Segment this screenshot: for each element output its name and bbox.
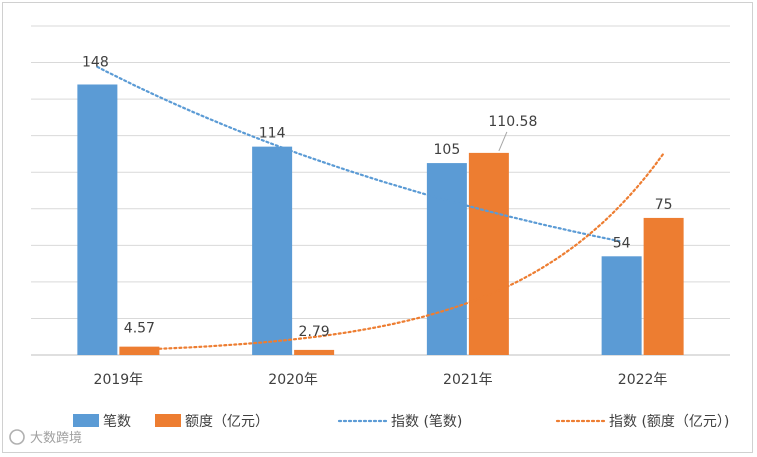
leader-line <box>498 131 508 152</box>
legend-label: 指数 (额度（亿元）) <box>609 414 729 430</box>
data-labels: 148 114 105 54 4.57 2.79 110.58 75 <box>82 54 673 339</box>
x-tick-label: 2021年 <box>443 372 493 388</box>
bar-amount-2020年 <box>294 349 335 355</box>
data-label: 114 <box>259 126 286 142</box>
data-label: 2.79 <box>299 324 330 340</box>
legend-label: 额度（亿元） <box>185 414 269 430</box>
bar-count-2019年 <box>77 84 118 355</box>
bar-amount-2021年 <box>468 152 509 355</box>
data-label: 148 <box>82 54 109 70</box>
legend-swatch-amount <box>155 414 181 427</box>
chart-frame <box>2 2 753 453</box>
data-label: 110.58 <box>488 114 537 130</box>
bar-amount-2019年 <box>119 346 160 355</box>
x-tick-label: 2020年 <box>268 372 318 388</box>
legend: 笔数 额度（亿元） 指数 (笔数) 指数 (额度（亿元）) <box>73 414 729 430</box>
trendline-count <box>96 65 623 243</box>
data-label: 105 <box>434 142 461 158</box>
watermark-logo-icon <box>9 429 25 445</box>
trendline-amount <box>138 152 665 351</box>
bar-count-2021年 <box>426 163 467 355</box>
x-axis: 2019年 2020年 2021年 2022年 <box>94 372 668 388</box>
data-label: 4.57 <box>124 321 155 337</box>
x-tick-label: 2019年 <box>94 372 144 388</box>
watermark: 大数跨境 <box>9 429 82 446</box>
bar-count-2020年 <box>252 146 293 355</box>
legend-label: 指数 (笔数) <box>391 414 462 430</box>
data-label: 75 <box>655 197 673 213</box>
bar-amount-2022年 <box>643 217 684 355</box>
data-label: 54 <box>613 235 631 251</box>
x-tick-label: 2022年 <box>618 372 668 388</box>
legend-swatch-count <box>73 414 99 427</box>
bars <box>77 84 684 355</box>
bar-count-2022年 <box>601 256 642 355</box>
legend-label: 笔数 <box>103 414 131 430</box>
trendlines <box>96 65 665 351</box>
watermark-text: 大数跨境 <box>30 431 82 446</box>
